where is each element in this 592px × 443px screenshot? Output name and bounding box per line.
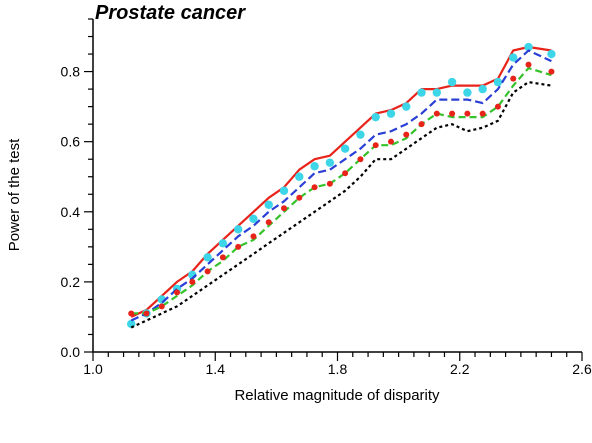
x-tick-label: 1.0 bbox=[83, 361, 103, 377]
series-line-solid-red bbox=[130, 45, 552, 318]
series-line-dashed-blue bbox=[130, 49, 552, 322]
series-point-cyan-dots bbox=[325, 158, 335, 167]
x-tick-label: 2.2 bbox=[450, 361, 470, 377]
series-line-dashed-green bbox=[131, 66, 552, 315]
series-point-cyan-dots bbox=[402, 102, 411, 111]
series-point-cyan-dots bbox=[509, 53, 518, 62]
series-point-cyan-dots bbox=[386, 109, 396, 118]
series-point-cyan-dots bbox=[249, 214, 258, 223]
series-point-cyan-dots bbox=[203, 253, 212, 262]
series-point-cyan-dots bbox=[233, 225, 243, 234]
series-point-red-dots bbox=[311, 184, 318, 191]
series-point-red-dots bbox=[235, 243, 242, 250]
series-point-cyan-dots bbox=[547, 49, 556, 59]
series-point-red-dots bbox=[510, 75, 517, 82]
series-point-cyan-dots bbox=[463, 88, 472, 97]
series-point-cyan-dots bbox=[356, 130, 365, 139]
series-point-cyan-dots bbox=[264, 200, 273, 209]
y-tick-label: 0.4 bbox=[61, 204, 81, 220]
series-point-red-dots bbox=[174, 289, 181, 296]
series-layer bbox=[127, 42, 556, 329]
series-point-red-dots bbox=[357, 156, 364, 163]
series-point-red-dots bbox=[372, 142, 379, 149]
series-point-red-dots bbox=[387, 138, 394, 145]
series-point-red-dots bbox=[189, 278, 196, 285]
series-point-red-dots bbox=[403, 131, 410, 138]
series-point-cyan-dots bbox=[310, 162, 319, 171]
series-point-red-dots bbox=[342, 170, 349, 177]
x-tick-label: 1.4 bbox=[206, 361, 226, 377]
series-point-red-dots bbox=[158, 303, 165, 310]
series-point-red-dots bbox=[548, 68, 555, 75]
series-point-red-dots bbox=[494, 103, 501, 110]
series-point-cyan-dots bbox=[279, 186, 289, 195]
series-point-cyan-dots bbox=[218, 239, 228, 248]
chart-title: Prostate cancer bbox=[95, 2, 246, 24]
series-point-cyan-dots bbox=[371, 112, 380, 122]
series-point-red-dots bbox=[464, 110, 471, 117]
series-point-cyan-dots bbox=[295, 172, 304, 181]
y-tick-label: 0.6 bbox=[61, 134, 81, 150]
x-tick-label: 1.8 bbox=[328, 361, 348, 377]
x-axis-label: Relative magnitude of disparity bbox=[234, 387, 440, 404]
series-point-red-dots bbox=[219, 254, 226, 261]
series-point-red-dots bbox=[433, 110, 440, 117]
y-axis-label: Power of the test bbox=[6, 138, 23, 251]
series-point-red-dots bbox=[128, 310, 135, 317]
y-tick-label: 0.0 bbox=[61, 344, 81, 360]
series-point-red-dots bbox=[449, 110, 456, 117]
series-point-cyan-dots bbox=[493, 77, 503, 87]
series-point-cyan-dots bbox=[432, 88, 442, 97]
y-tick-label: 0.2 bbox=[61, 274, 81, 290]
series-point-red-dots bbox=[204, 268, 211, 275]
axes: 0.0 0.2 0.4 0.6 0.8 1.0 1.4 1.8 2.2 2.6 bbox=[61, 18, 592, 377]
series-point-red-dots bbox=[296, 194, 303, 201]
series-line-dotted-black bbox=[130, 80, 552, 329]
series-point-red-dots bbox=[250, 233, 257, 240]
series-point-cyan-dots bbox=[524, 42, 533, 52]
series-point-red-dots bbox=[418, 121, 425, 128]
series-point-red-dots bbox=[525, 61, 532, 68]
series-point-red-dots bbox=[265, 219, 272, 226]
series-point-cyan-dots bbox=[447, 77, 457, 87]
x-tick-label: 2.6 bbox=[572, 361, 592, 377]
series-point-red-dots bbox=[143, 310, 150, 317]
series-point-red-dots bbox=[479, 110, 486, 117]
series-point-cyan-dots bbox=[417, 88, 426, 97]
series-point-red-dots bbox=[326, 180, 333, 187]
series-point-red-dots bbox=[281, 205, 288, 212]
y-tick-label: 0.8 bbox=[61, 64, 81, 80]
series-point-cyan-dots bbox=[340, 144, 350, 153]
series-point-cyan-dots bbox=[478, 84, 487, 94]
